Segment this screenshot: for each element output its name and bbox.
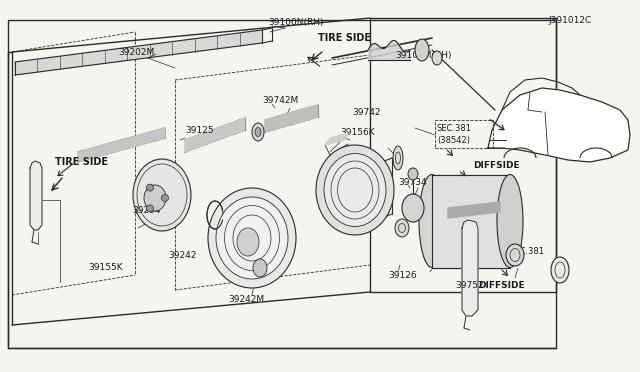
Text: SEC.381: SEC.381 <box>510 247 545 257</box>
Text: 39100N(RH): 39100N(RH) <box>268 17 323 26</box>
Polygon shape <box>15 30 262 75</box>
Text: 39742: 39742 <box>352 108 381 116</box>
Ellipse shape <box>551 257 569 283</box>
Ellipse shape <box>144 185 166 211</box>
Ellipse shape <box>253 259 267 277</box>
Ellipse shape <box>316 145 394 235</box>
Ellipse shape <box>237 228 259 256</box>
Ellipse shape <box>432 51 442 65</box>
Ellipse shape <box>419 174 445 267</box>
Ellipse shape <box>133 159 191 231</box>
Bar <box>8 20 556 348</box>
Polygon shape <box>325 133 348 145</box>
Text: 39742M: 39742M <box>262 96 298 105</box>
Text: DIFFSIDE: DIFFSIDE <box>473 160 520 170</box>
Polygon shape <box>265 105 318 132</box>
Text: 39202M: 39202M <box>118 48 154 57</box>
Circle shape <box>161 195 168 202</box>
Text: (38542): (38542) <box>437 135 470 144</box>
Polygon shape <box>185 118 245 152</box>
Text: TIRE SIDE: TIRE SIDE <box>55 157 108 167</box>
Text: 39752: 39752 <box>455 280 484 289</box>
Text: 39734: 39734 <box>398 177 427 186</box>
Text: 39234: 39234 <box>132 205 161 215</box>
Circle shape <box>147 205 154 212</box>
Text: 39125: 39125 <box>185 125 214 135</box>
Text: J391012C: J391012C <box>548 16 591 25</box>
Ellipse shape <box>497 174 523 267</box>
Bar <box>432 175 510 268</box>
Ellipse shape <box>393 146 403 170</box>
Text: DIFFSIDE: DIFFSIDE <box>478 280 525 289</box>
Text: 39242M: 39242M <box>228 295 264 305</box>
Ellipse shape <box>395 219 409 237</box>
Ellipse shape <box>255 128 261 137</box>
Polygon shape <box>78 128 165 162</box>
Text: TIRE SIDE: TIRE SIDE <box>318 33 371 43</box>
Polygon shape <box>462 220 478 316</box>
Ellipse shape <box>324 154 386 227</box>
Ellipse shape <box>252 123 264 141</box>
Bar <box>435 120 493 148</box>
Ellipse shape <box>402 194 424 222</box>
Text: 39156K: 39156K <box>340 128 374 137</box>
Text: 39155K: 39155K <box>88 263 123 273</box>
Ellipse shape <box>408 168 418 180</box>
Ellipse shape <box>506 244 524 266</box>
Text: 39100M(RH): 39100M(RH) <box>395 51 451 60</box>
Circle shape <box>147 184 154 191</box>
Ellipse shape <box>415 39 429 61</box>
Polygon shape <box>488 88 630 162</box>
Polygon shape <box>30 161 42 230</box>
Polygon shape <box>448 202 500 218</box>
Ellipse shape <box>208 188 296 288</box>
Text: 39126: 39126 <box>388 270 417 279</box>
Text: SEC.381: SEC.381 <box>437 124 472 132</box>
Ellipse shape <box>216 197 288 279</box>
Text: 39242: 39242 <box>168 250 196 260</box>
